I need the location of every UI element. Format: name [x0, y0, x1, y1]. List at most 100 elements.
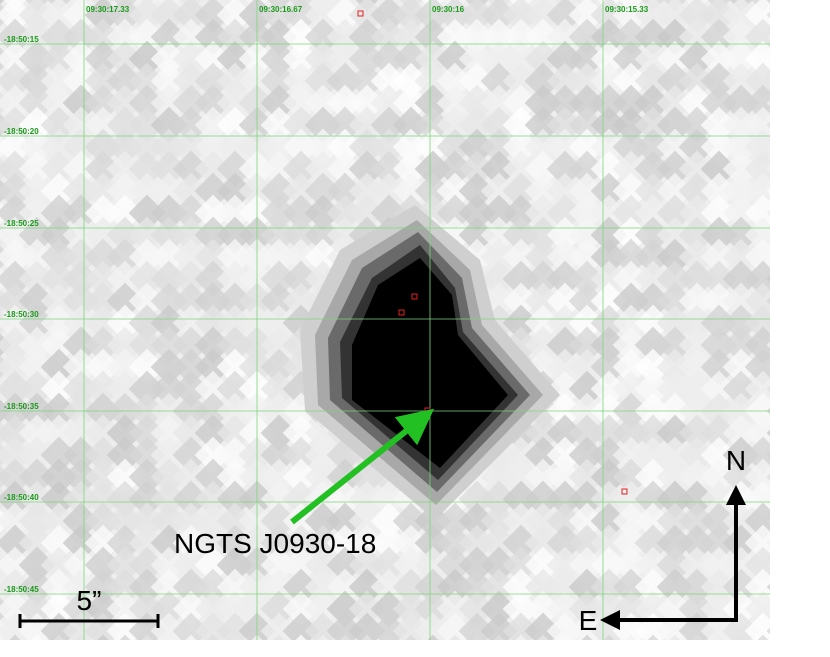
sky-pixel: [62, 568, 100, 606]
sky-pixel: [744, 194, 770, 232]
sky-pixel: [216, 172, 254, 210]
sky-pixel: [84, 172, 122, 210]
sky-pixel: [568, 524, 606, 562]
sky-pixel: [722, 502, 760, 540]
sky-pixel: [172, 568, 210, 606]
sky-pixel: [106, 128, 144, 166]
sky-pixel: [502, 0, 540, 12]
sky-pixel: [656, 62, 694, 100]
sky-pixel: [524, 612, 562, 640]
sky-pixel: [480, 260, 518, 298]
sky-pixel: [700, 260, 738, 298]
sky-pixel: [568, 194, 606, 232]
sky-pixel: [392, 0, 430, 12]
sky-pixel: [370, 612, 408, 640]
sky-pixel: [678, 282, 716, 320]
sky-pixel: [634, 568, 672, 606]
sky-pixel: [62, 128, 100, 166]
sky-pixel: [568, 502, 606, 540]
sky-pixel: [128, 172, 166, 210]
sky-pixel: [348, 40, 386, 78]
sky-pixel: [634, 260, 672, 298]
sky-pixel: [348, 150, 386, 188]
sky-pixel: [524, 304, 562, 342]
sky-pixel: [0, 106, 12, 144]
sky-pixel: [370, 0, 408, 12]
sky-pixel: [304, 590, 342, 628]
sky-pixel: [458, 590, 496, 628]
sky-pixel: [502, 84, 540, 122]
sky-pixel: [84, 304, 122, 342]
sky-pixel: [106, 150, 144, 188]
sky-pixel: [678, 458, 716, 496]
sky-pixel: [656, 326, 694, 364]
sky-pixel: [18, 546, 56, 584]
sky-pixel: [502, 0, 540, 34]
sky-pixel: [216, 480, 254, 518]
sky-pixel: [106, 172, 144, 210]
sky-pixel: [722, 568, 760, 606]
sky-pixel: [568, 0, 606, 34]
sky-pixel: [458, 502, 496, 540]
sky-pixel: [568, 238, 606, 276]
sky-pixel: [590, 260, 628, 298]
sky-pixel: [194, 568, 232, 606]
sky-pixel: [524, 414, 562, 452]
sky-pixel: [18, 480, 56, 518]
sky-pixel: [194, 238, 232, 276]
sky-pixel: [260, 458, 298, 496]
sky-pixel: [260, 150, 298, 188]
dec-label: -18:50:45: [4, 585, 39, 594]
sky-pixel: [62, 194, 100, 232]
scale-bar: [18, 614, 160, 628]
sky-pixel: [612, 216, 650, 254]
sky-pixel: [18, 304, 56, 342]
sky-pixel: [766, 370, 770, 408]
sky-pixel: [106, 282, 144, 320]
sky-pixel: [546, 216, 584, 254]
sky-pixel: [546, 458, 584, 496]
sky-pixel: [634, 0, 672, 12]
sky-pixel: [172, 216, 210, 254]
sky-pixel: [326, 84, 364, 122]
sky-pixel: [260, 414, 298, 452]
sky-pixel: [480, 546, 518, 584]
sky-pixel: [502, 106, 540, 144]
sky-pixel: [612, 282, 650, 320]
sky-pixel: [0, 414, 34, 452]
sky-pixel: [700, 304, 738, 342]
sky-pixel: [40, 260, 78, 298]
sky-pixel: [546, 62, 584, 100]
sky-pixel: [568, 590, 606, 628]
sky-pixel: [634, 304, 672, 342]
sky-pixel: [480, 62, 518, 100]
sky-pixel: [40, 348, 78, 386]
sky-pixel: [568, 40, 606, 78]
sky-pixel: [480, 18, 518, 56]
sky-pixel: [700, 370, 738, 408]
sky-pixel: [348, 0, 386, 12]
sky-pixel: [106, 436, 144, 474]
sky-pixel: [282, 546, 320, 584]
sky-pixel: [480, 194, 518, 232]
sky-pixel: [216, 436, 254, 474]
sky-pixel: [216, 62, 254, 100]
sky-pixel: [744, 260, 770, 298]
sky-pixel: [392, 172, 430, 210]
sky-pixel: [766, 348, 770, 386]
sky-pixel: [282, 18, 320, 56]
sky-pixel: [0, 348, 34, 386]
sky-pixel: [744, 172, 770, 210]
sky-pixel: [766, 260, 770, 298]
sky-pixel: [392, 40, 430, 78]
sky-pixel: [436, 40, 474, 78]
sky-pixel: [282, 260, 320, 298]
sky-pixel: [84, 480, 122, 518]
sky-pixel: [700, 348, 738, 386]
sky-pixel: [524, 568, 562, 606]
sky-pixel: [194, 458, 232, 496]
sky-pixel: [260, 18, 298, 56]
sky-pixel: [700, 194, 738, 232]
sky-pixel: [766, 414, 770, 452]
